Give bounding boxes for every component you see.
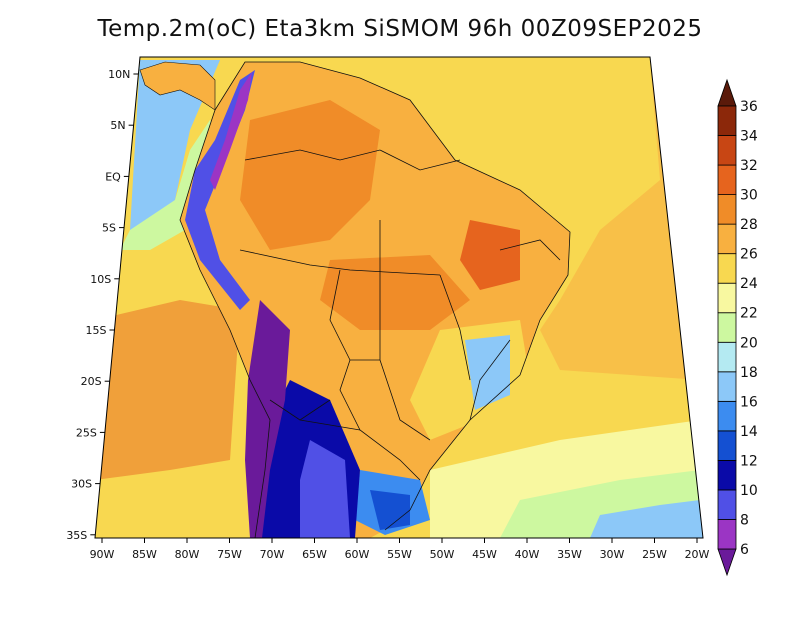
map-title: Temp.2m(oC) Eta3km SiSMOM 96h 00Z09SEP20…	[97, 16, 703, 42]
colorbar-segment	[717, 164, 737, 195]
andes-north-cold	[185, 70, 255, 310]
colorbar-label: 28	[740, 217, 758, 233]
colorbar-segment	[717, 519, 737, 550]
central-america	[139, 61, 216, 111]
andes-north-ridge	[210, 72, 252, 190]
lat-label: 15S	[85, 324, 106, 337]
south-cold-zone	[370, 490, 410, 530]
central-hot-zone	[320, 255, 470, 330]
colorbar-segment	[717, 282, 737, 314]
border-north	[244, 149, 461, 171]
colorbar-label: 20	[740, 335, 758, 351]
lon-label: 75W	[217, 548, 242, 561]
andes-south-cold	[245, 300, 290, 538]
lon-label: 70W	[260, 548, 285, 561]
lat-label: 10S	[90, 273, 111, 286]
lon-label: 60W	[345, 548, 370, 561]
northeast-hot-zone	[460, 220, 520, 290]
lon-label: 40W	[515, 548, 540, 561]
pacific-cool-band	[130, 60, 220, 230]
lat-label: 5S	[102, 222, 116, 235]
colorbar-segment	[717, 430, 737, 461]
pacific-warm-zone	[95, 300, 240, 480]
lat-label: 10N	[108, 68, 130, 81]
colorbar-label: 12	[740, 453, 758, 469]
border-states-west	[379, 220, 431, 441]
pacific-cool-band-2	[120, 120, 220, 250]
colorbar-segment	[717, 489, 737, 520]
highland-cool-zone	[465, 335, 510, 410]
colorbar-label: 26	[740, 247, 758, 263]
border-southeast	[469, 339, 511, 421]
colorbar-segment	[717, 548, 737, 577]
pacific-coastline	[179, 109, 271, 538]
lat-label: 30S	[71, 478, 92, 491]
lat-label: 35S	[66, 529, 87, 542]
lon-label: 30W	[600, 548, 625, 561]
border-states-central	[439, 274, 471, 381]
colorbar-label: 18	[740, 365, 758, 381]
lon-label: 35W	[557, 548, 582, 561]
map-field	[95, 57, 703, 538]
colorbar-label: 8	[740, 512, 749, 528]
border-amazon	[239, 249, 441, 276]
lon-label: 65W	[302, 548, 327, 561]
colorbar-segment	[717, 223, 737, 255]
colorbar-segment	[717, 78, 737, 107]
argentina-colder-zone	[300, 440, 350, 538]
colorbar-segment	[717, 194, 737, 225]
colorbar-segment	[717, 459, 737, 491]
lat-label: 5N	[110, 119, 125, 132]
colorbar-label: 36	[740, 99, 758, 115]
colorbar-label: 14	[740, 424, 758, 440]
lon-label: 55W	[387, 548, 412, 561]
colorbar-label: 6	[740, 542, 749, 558]
lon-label: 45W	[472, 548, 497, 561]
colorbar-segment	[717, 341, 737, 373]
lon-label: 50W	[430, 548, 455, 561]
lon-label: 85W	[132, 548, 157, 561]
amazon-hot-zone	[240, 100, 380, 250]
colorbar-label: 32	[740, 158, 758, 174]
lon-label: 90W	[90, 548, 115, 561]
atlantic-coastline	[214, 61, 571, 531]
lon-label: 80W	[175, 548, 200, 561]
colorbar-segment	[717, 253, 737, 284]
colorbar-label: 30	[740, 188, 758, 204]
atlantic-warm-zone	[370, 60, 700, 380]
lat-label: 20S	[81, 375, 102, 388]
colorbar-label: 10	[740, 483, 758, 499]
lon-label: 25W	[642, 548, 667, 561]
colorbar-label: 16	[740, 394, 758, 410]
colorbar: 6 8 10 12 14 16 18 20 22 24 26 28 30 32 34 36	[717, 78, 758, 577]
political-boundaries	[179, 61, 571, 538]
colorbar-segment	[717, 400, 737, 432]
colorbar-segment	[717, 371, 737, 402]
colorbar-label: 22	[740, 306, 758, 322]
colorbar-label: 24	[740, 276, 758, 292]
border-northeast	[499, 239, 561, 261]
map-frame	[94, 56, 704, 539]
lat-label: EQ	[105, 170, 121, 183]
border-chile	[269, 399, 331, 421]
lat-label: 25S	[76, 426, 97, 439]
lon-label: 20W	[685, 548, 710, 561]
cool-band-18	[590, 500, 703, 538]
colorbar-segment	[717, 105, 737, 136]
colorbar-segment	[717, 312, 737, 343]
colorbar-segment	[717, 135, 737, 166]
border-bolivia	[329, 269, 380, 361]
colorbar-label: 34	[740, 129, 758, 145]
border-argentina	[299, 419, 361, 431]
